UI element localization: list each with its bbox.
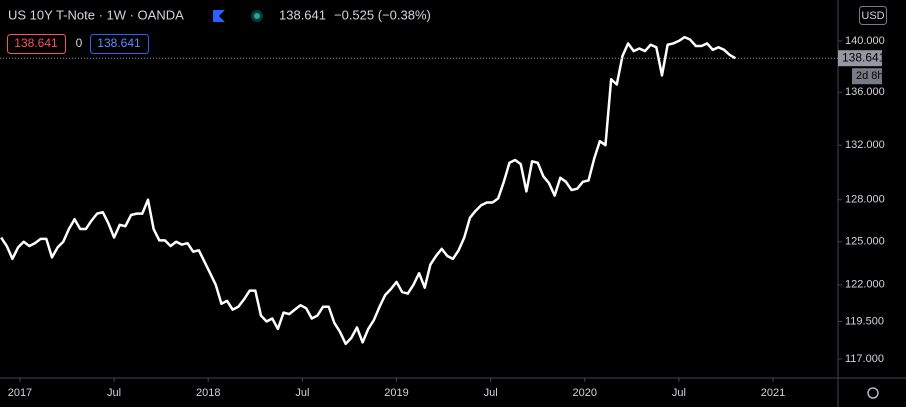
x-tick-label: Jul [484, 387, 498, 399]
y-tick-label: 140.000 [845, 35, 885, 47]
price-axis: 117.000 119.500 122.000 125.000 128.000 132.0… [838, 35, 886, 365]
x-tick-label: 2019 [384, 387, 408, 399]
currency[interactable]: USD [861, 10, 884, 22]
x-tick-label: Jul [672, 387, 686, 399]
y-tick-label: 136.000 [845, 86, 885, 98]
y-tick-label: 128.000 [845, 194, 885, 206]
symbol-title: US 10Y T-Note · 1W · OANDA [8, 7, 184, 22]
buy-button[interactable] [90, 34, 149, 54]
price-change: −0.525 (−0.38%) [334, 7, 431, 22]
x-tick-label: 2020 [573, 387, 597, 399]
sell-button[interactable] [7, 34, 66, 54]
last-price: 138.641 [279, 7, 326, 22]
flag-notch [219, 10, 225, 22]
x-tick-label: Jul [107, 387, 121, 399]
settings-icon[interactable] [867, 387, 879, 399]
last-price-box [838, 50, 882, 67]
y-tick-label: 119.500 [845, 315, 884, 327]
y-tick-label: 117.000 [845, 353, 884, 365]
x-tick-label: 2017 [8, 387, 32, 399]
x-tick-label: Jul [295, 387, 309, 399]
countdown-box [852, 68, 882, 85]
plot-area [0, 35, 838, 346]
x-tick-label: 2018 [196, 387, 220, 399]
status-dot [254, 13, 260, 19]
countdown: 2d 8h [856, 70, 884, 82]
price-line [0, 35, 737, 346]
y-tick-label: 125.000 [845, 236, 885, 248]
sell-price[interactable]: 138.641 [14, 36, 58, 50]
last-price-label: 138.641 [842, 50, 886, 64]
x-tick-label: 2021 [761, 387, 785, 399]
y-tick-label: 122.000 [845, 279, 885, 291]
y-tick-label: 132.000 [845, 139, 885, 151]
currency-badge[interactable] [859, 6, 887, 25]
spread: 0 [76, 36, 83, 50]
buy-price[interactable]: 138.641 [97, 36, 141, 50]
